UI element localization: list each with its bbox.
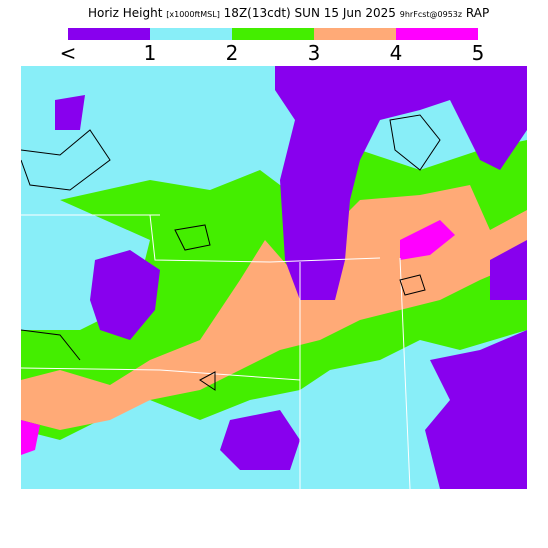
magenta-spot xyxy=(21,420,40,455)
purple-southeast xyxy=(425,330,527,489)
legend-swatch xyxy=(314,28,396,40)
map xyxy=(21,66,527,489)
title-forecast: 9hrFcst@0953z xyxy=(400,10,462,19)
legend-label: 5 xyxy=(472,41,485,65)
contours xyxy=(21,114,441,391)
legend-label: 2 xyxy=(226,41,239,65)
purple-south xyxy=(220,410,300,470)
purple-north xyxy=(275,66,527,300)
map-title: Horiz Height [x1000ftMSL] 18Z(13cdt) SUN… xyxy=(88,6,489,20)
legend-swatch xyxy=(150,28,232,40)
title-date: SUN 15 Jun 2025 xyxy=(295,6,396,20)
title-model: RAP xyxy=(466,6,489,20)
borders xyxy=(21,214,411,489)
legend-label: 1 xyxy=(144,41,157,65)
magenta-spot xyxy=(400,220,455,260)
legend-swatch xyxy=(232,28,314,40)
legend-swatch xyxy=(396,28,478,40)
title-time: 18Z(13cdt) xyxy=(224,6,291,20)
legend-label: 4 xyxy=(390,41,403,65)
legend-swatch xyxy=(68,28,150,40)
legend: <1 2 3 4 5 xyxy=(60,28,485,65)
purple-east xyxy=(490,240,527,300)
title-field: Horiz Height xyxy=(88,6,163,20)
title-units: [x1000ftMSL] xyxy=(166,10,220,19)
purple-small xyxy=(55,95,85,130)
legend-label: 3 xyxy=(308,41,321,65)
purple-west xyxy=(90,250,160,340)
legend-label: < xyxy=(60,41,77,65)
